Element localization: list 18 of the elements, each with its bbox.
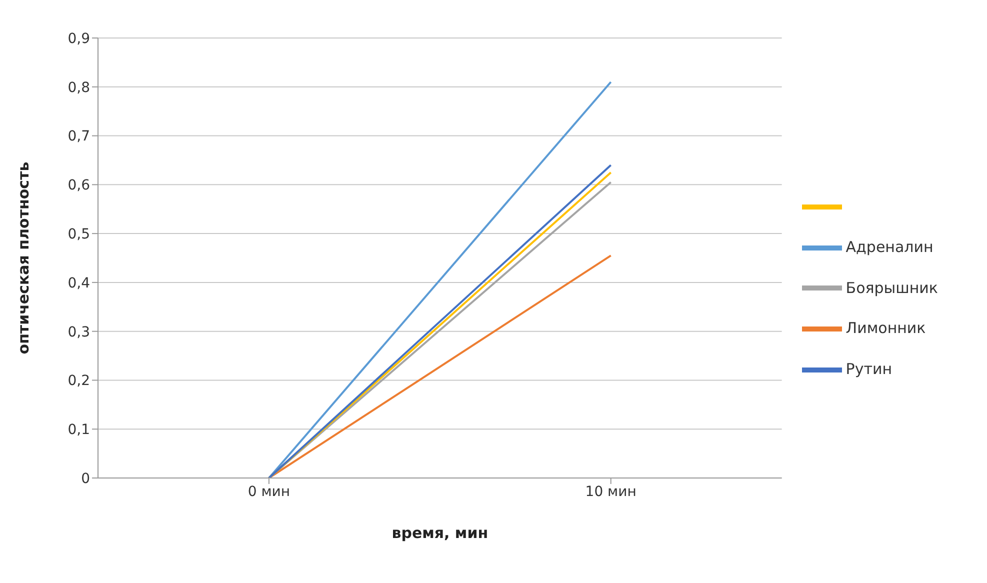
- y-tick-label: 0,2: [68, 373, 90, 390]
- y-tick-label: 0,8: [68, 80, 90, 96]
- x-tick-label: 0 мин: [248, 484, 290, 500]
- legend-label: Рутин: [846, 360, 892, 378]
- y-tick-label: 0,4: [68, 275, 90, 292]
- y-axis-title: оптическая плотность: [14, 162, 32, 354]
- x-axis-title: время, мин: [392, 524, 488, 542]
- y-tick-label: 0,7: [68, 128, 90, 145]
- x-tick-label: 10 мин: [585, 484, 636, 500]
- y-tick-label: 0,6: [68, 178, 90, 194]
- legend-label: Адреналин: [846, 238, 934, 256]
- y-tick-label: 0,3: [68, 324, 90, 340]
- legend-label: Боярышник: [846, 278, 938, 297]
- y-tick-label: 0: [81, 470, 90, 487]
- legend-label: Лимонник: [846, 319, 926, 338]
- y-tick-label: 0,5: [68, 226, 90, 243]
- y-tick-label: 0,9: [68, 30, 90, 47]
- y-tick-label: 0,1: [68, 422, 90, 438]
